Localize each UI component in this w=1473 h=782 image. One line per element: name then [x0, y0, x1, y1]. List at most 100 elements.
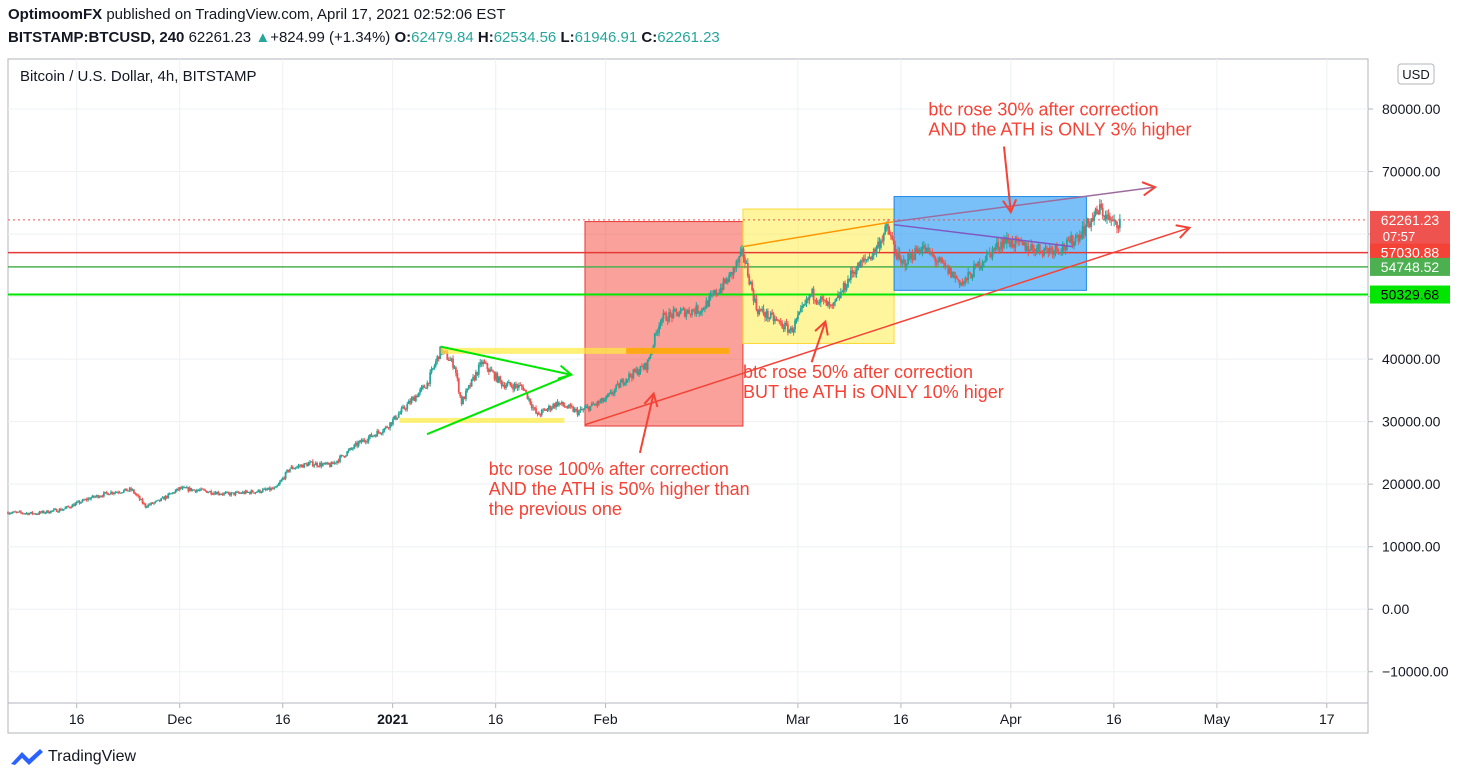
- candle-body: [200, 488, 203, 490]
- candle-body: [8, 513, 11, 515]
- candle-body: [831, 304, 834, 306]
- candle-body: [54, 508, 57, 510]
- candle-body: [191, 489, 194, 491]
- candle-body: [877, 241, 879, 247]
- candle-body: [659, 322, 662, 326]
- candle-body: [900, 257, 902, 264]
- candle-body: [281, 477, 284, 480]
- candle-body: [788, 330, 791, 333]
- candle-body: [256, 491, 258, 493]
- candle-body: [495, 373, 497, 380]
- candle-body: [736, 261, 739, 263]
- candle-body: [506, 383, 509, 386]
- candle-body: [656, 332, 659, 334]
- candle-body: [776, 319, 779, 321]
- candle-body: [865, 259, 868, 261]
- candle-body: [237, 491, 240, 493]
- candle-body: [496, 373, 499, 383]
- candle-body: [517, 384, 520, 388]
- candle-body: [566, 407, 569, 409]
- candle-body: [211, 493, 214, 495]
- candle-body: [871, 255, 874, 260]
- candle-body: [148, 504, 151, 506]
- candle-body: [920, 251, 922, 253]
- candle-body: [791, 327, 794, 333]
- candle-body: [792, 329, 795, 333]
- candle-body: [216, 492, 218, 495]
- publisher-name[interactable]: OptimoomFX: [8, 6, 103, 23]
- open-value: 62479.84: [411, 29, 474, 46]
- candle-body: [1076, 235, 1078, 237]
- candle-body: [897, 251, 899, 259]
- candle-body: [397, 414, 400, 418]
- candle-body: [437, 356, 440, 360]
- candle-body: [460, 396, 463, 405]
- annotation-text: btc rose 100% after correction: [489, 459, 729, 479]
- candle-body: [701, 308, 703, 313]
- candle-body: [960, 282, 962, 286]
- candle-body: [175, 488, 178, 491]
- candle-body: [333, 462, 336, 464]
- candle-body: [505, 385, 507, 389]
- candle-body: [828, 301, 831, 305]
- candle-body: [559, 402, 562, 404]
- candle-body: [449, 359, 452, 361]
- candle-body: [1053, 251, 1055, 255]
- candle-body: [1091, 218, 1094, 221]
- candle-body: [822, 299, 825, 301]
- candle-body: [746, 262, 749, 277]
- candle-body: [978, 261, 981, 269]
- candle-body: [145, 506, 148, 508]
- candle-body: [970, 273, 972, 279]
- candle-body: [323, 462, 326, 465]
- candle-body: [861, 260, 864, 262]
- candle-body: [271, 488, 274, 490]
- tradingview-logo[interactable]: TradingView: [10, 748, 136, 766]
- candle-body: [519, 384, 522, 386]
- candle-body: [87, 498, 90, 501]
- candle-body: [550, 408, 553, 410]
- candle-body: [661, 318, 663, 323]
- candle-body: [520, 385, 523, 387]
- candle-body: [384, 426, 387, 429]
- candle-body: [1056, 245, 1058, 250]
- candle-body: [477, 364, 480, 375]
- candle-body: [1074, 236, 1077, 243]
- candle-body: [649, 354, 652, 358]
- candle-body: [874, 249, 877, 253]
- candle-body: [847, 279, 849, 288]
- annotation-text: btc rose 30% after correction: [928, 99, 1158, 119]
- candle-body: [1023, 242, 1025, 245]
- candle-body: [180, 487, 183, 489]
- candle-body: [702, 308, 705, 310]
- candle-body: [1071, 235, 1074, 246]
- candle-body: [859, 260, 862, 268]
- candle-body: [643, 363, 646, 369]
- candle-body: [377, 430, 380, 433]
- x-tick-label: Apr: [1000, 711, 1022, 727]
- candle-body: [641, 365, 643, 367]
- candle-body: [62, 508, 65, 510]
- candle-body: [635, 369, 638, 373]
- candle-body: [1008, 242, 1011, 247]
- candle-body: [374, 435, 377, 437]
- candle-body: [1031, 244, 1034, 249]
- candle-body: [881, 240, 884, 242]
- candle-body: [648, 357, 650, 360]
- candle-body: [549, 405, 552, 410]
- candle-body: [181, 487, 184, 489]
- candle-body: [261, 489, 264, 493]
- candle-body: [734, 267, 736, 269]
- candle-body: [416, 395, 419, 398]
- candle-body: [184, 487, 187, 489]
- candle-body: [356, 442, 359, 446]
- y-tick-label: 0.00: [1382, 601, 1409, 617]
- candle-body: [689, 313, 692, 315]
- candle-body: [231, 492, 234, 494]
- candle-body: [84, 499, 87, 501]
- candle-body: [984, 260, 987, 262]
- candle-body: [1083, 226, 1085, 235]
- candle-body: [530, 404, 533, 408]
- candle-body: [1088, 223, 1091, 227]
